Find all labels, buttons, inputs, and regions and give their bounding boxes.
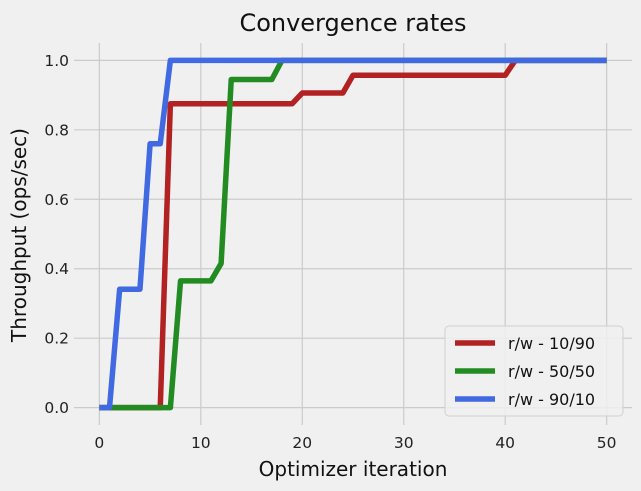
series-line-2 [99, 57, 607, 411]
x-tick-label: 40 [495, 434, 515, 452]
x-tick-label: 50 [597, 434, 617, 452]
legend-label-1: r/w - 50/50 [508, 362, 595, 381]
x-tick-label: 10 [191, 434, 211, 452]
series-layer [99, 57, 607, 411]
ticks: 0 10 20 30 40 50 0.0 0.2 0.4 0.6 0.8 1.0 [44, 52, 616, 452]
x-axis-label: Optimizer iteration [259, 457, 448, 481]
legend-box [444, 325, 624, 417]
legend: r/w - 10/90 r/w - 50/50 r/w - 90/10 [444, 325, 624, 417]
y-tick-label: 0.6 [44, 191, 69, 209]
y-tick-label: 0.4 [44, 260, 69, 278]
y-tick-label: 0.2 [44, 330, 69, 348]
y-tick-label: 1.0 [44, 52, 69, 70]
y-tick-label: 0.0 [44, 399, 69, 417]
y-axis-label: Throughput (ops/sec) [7, 128, 31, 343]
legend-label-2: r/w - 90/10 [508, 390, 595, 409]
x-tick-label: 20 [292, 434, 312, 452]
chart-title: Convergence rates [239, 9, 466, 37]
y-tick-label: 0.8 [44, 121, 69, 139]
x-tick-label: 30 [394, 434, 414, 452]
legend-label-0: r/w - 10/90 [508, 334, 595, 353]
x-tick-label: 0 [94, 434, 104, 452]
